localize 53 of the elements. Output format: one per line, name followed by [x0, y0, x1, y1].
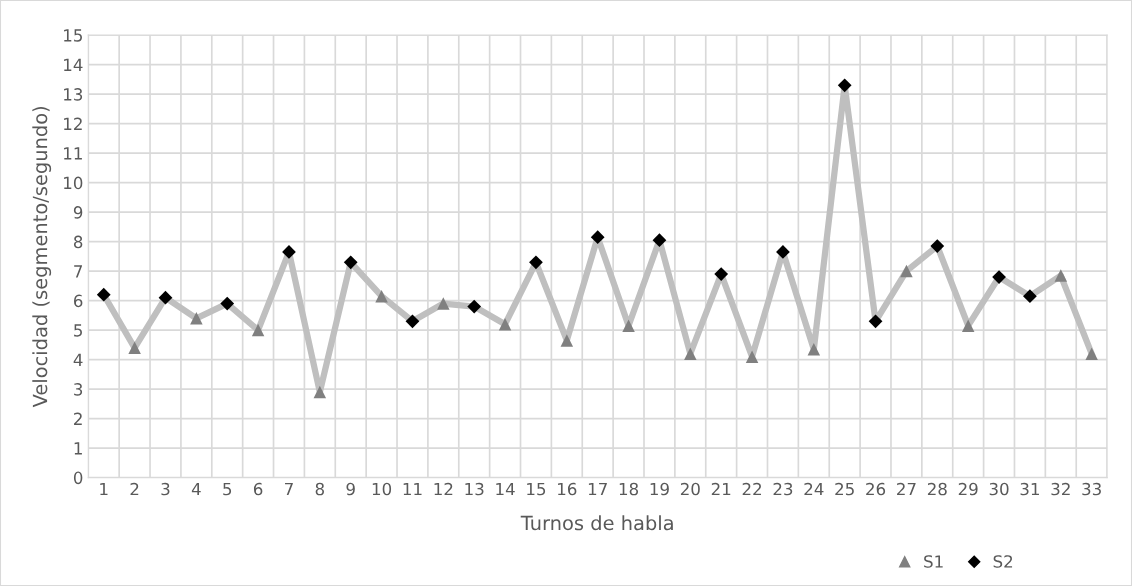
y-tick-label: 12 — [64, 117, 82, 130]
x-tick-label: 1 — [100, 482, 108, 496]
x-tick-label: 10 — [372, 482, 392, 496]
x-tick-label: 28 — [927, 482, 947, 496]
x-tick-label: 26 — [866, 482, 886, 496]
x-tick-label: 3 — [161, 482, 170, 496]
x-tick-label: 25 — [835, 482, 854, 496]
x-tick-label: 33 — [1082, 482, 1101, 496]
x-tick-label: 8 — [315, 482, 324, 496]
x-tick-label: 14 — [496, 482, 515, 496]
y-tick-label: 0 — [73, 471, 83, 485]
y-tick-label: 2 — [74, 412, 82, 425]
x-tick-label: 21 — [711, 482, 731, 496]
y-tick-label: 7 — [74, 265, 83, 278]
x-tick-label: 16 — [558, 482, 577, 496]
y-tick-label: 9 — [73, 206, 83, 219]
y-tick-label: 6 — [73, 294, 83, 308]
y-axis-title: Velocidad (segmento/segundo) — [32, 106, 52, 408]
x-tick-label: 2 — [130, 482, 139, 496]
x-tick-label: 13 — [465, 482, 484, 496]
x-tick-label: 15 — [527, 482, 546, 496]
y-tick-label: 15 — [64, 29, 82, 42]
x-tick-label: 4 — [191, 482, 201, 496]
x-tick-label: 24 — [804, 482, 824, 496]
x-tick-label: 11 — [403, 482, 422, 496]
x-tick-label: 31 — [1020, 482, 1039, 496]
x-tick-label: 9 — [346, 482, 355, 496]
x-tick-label: 29 — [958, 482, 978, 496]
x-tick-label: 30 — [989, 482, 1009, 496]
y-tick-label: 11 — [64, 147, 82, 160]
y-tick-label: 4 — [73, 353, 83, 366]
x-tick-label: 12 — [434, 482, 453, 496]
x-tick-label: 19 — [650, 482, 669, 496]
y-tick-label: 10 — [64, 176, 83, 190]
y-tick-label: 1 — [74, 442, 82, 455]
y-tick-label: 3 — [74, 383, 83, 396]
x-tick-label: 6 — [253, 482, 263, 496]
legend-label: S2 — [993, 555, 1013, 568]
y-tick-label: 5 — [74, 324, 82, 337]
legend-label: S1 — [924, 555, 943, 568]
x-tick-label: 7 — [285, 482, 293, 496]
x-tick-label: 17 — [588, 482, 607, 496]
x-tick-label: 27 — [897, 482, 916, 496]
x-tick-label: 18 — [619, 482, 639, 496]
x-tick-label: 23 — [773, 482, 793, 496]
x-tick-label: 20 — [680, 482, 700, 496]
x-tick-label: 22 — [742, 482, 761, 496]
y-tick-label: 8 — [73, 235, 83, 249]
y-tick-label: 13 — [64, 88, 83, 101]
x-tick-label: 32 — [1051, 482, 1070, 496]
x-axis-title: Turnos de habla — [520, 515, 673, 531]
y-tick-label: 14 — [64, 58, 83, 71]
x-tick-label: 5 — [223, 482, 232, 496]
